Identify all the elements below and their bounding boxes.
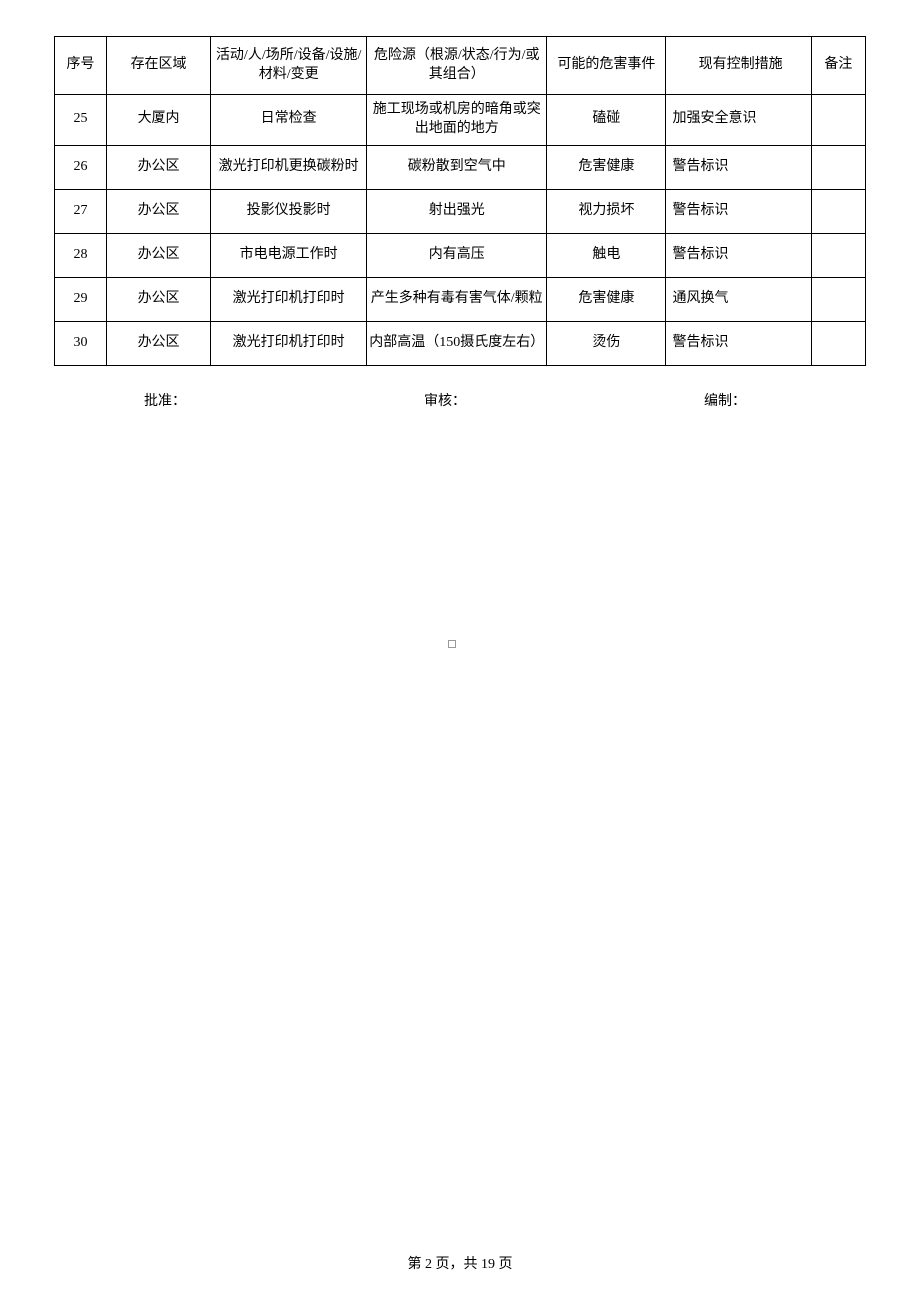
cell-note <box>811 321 865 365</box>
cell-source: 射出强光 <box>367 189 547 233</box>
col-header-activity: 活动/人/场所/设备/设施/材料/变更 <box>211 37 367 95</box>
cell-control: 加强安全意识 <box>666 95 811 146</box>
signature-review: 审核： <box>424 390 704 410</box>
cell-source: 内有高压 <box>367 233 547 277</box>
cell-seq: 30 <box>55 321 107 365</box>
table-row: 28 办公区 市电电源工作时 内有高压 触电 警告标识 <box>55 233 866 277</box>
cell-note <box>811 189 865 233</box>
table-header-row: 序号 存在区域 活动/人/场所/设备/设施/材料/变更 危险源（根源/状态/行为… <box>55 37 866 95</box>
cell-seq: 29 <box>55 277 107 321</box>
cell-activity: 激光打印机打印时 <box>211 277 367 321</box>
cell-event: 磕碰 <box>547 95 666 146</box>
cell-seq: 26 <box>55 145 107 189</box>
signature-compile: 编制： <box>704 390 826 410</box>
col-header-control: 现有控制措施 <box>666 37 811 95</box>
page-footer: 第 2 页，共 19 页 <box>0 1253 920 1273</box>
cell-seq: 27 <box>55 189 107 233</box>
cell-activity: 日常检查 <box>211 95 367 146</box>
cell-area: 大厦内 <box>107 95 211 146</box>
cell-event: 危害健康 <box>547 145 666 189</box>
page-center-mark-icon <box>448 640 456 648</box>
hazard-table: 序号 存在区域 活动/人/场所/设备/设施/材料/变更 危险源（根源/状态/行为… <box>54 36 866 366</box>
cell-area: 办公区 <box>107 233 211 277</box>
cell-area: 办公区 <box>107 277 211 321</box>
cell-note <box>811 233 865 277</box>
col-header-event: 可能的危害事件 <box>547 37 666 95</box>
col-header-area: 存在区域 <box>107 37 211 95</box>
cell-area: 办公区 <box>107 145 211 189</box>
cell-activity: 激光打印机更换碳粉时 <box>211 145 367 189</box>
cell-source: 碳粉散到空气中 <box>367 145 547 189</box>
cell-event: 视力损坏 <box>547 189 666 233</box>
cell-control: 警告标识 <box>666 233 811 277</box>
signature-approve: 批准： <box>144 390 424 410</box>
cell-source: 施工现场或机房的暗角或突出地面的地方 <box>367 95 547 146</box>
page-number: 第 2 页，共 19 页 <box>408 1257 513 1272</box>
table-row: 29 办公区 激光打印机打印时 产生多种有毒有害气体/颗粒 危害健康 通风换气 <box>55 277 866 321</box>
cell-note <box>811 95 865 146</box>
col-header-source: 危险源（根源/状态/行为/或其组合） <box>367 37 547 95</box>
table-row: 26 办公区 激光打印机更换碳粉时 碳粉散到空气中 危害健康 警告标识 <box>55 145 866 189</box>
cell-activity: 市电电源工作时 <box>211 233 367 277</box>
cell-event: 触电 <box>547 233 666 277</box>
col-header-note: 备注 <box>811 37 865 95</box>
cell-event: 危害健康 <box>547 277 666 321</box>
page-content: 序号 存在区域 活动/人/场所/设备/设施/材料/变更 危险源（根源/状态/行为… <box>0 0 920 410</box>
signature-line: 批准： 审核： 编制： <box>54 390 866 410</box>
cell-seq: 28 <box>55 233 107 277</box>
cell-note <box>811 277 865 321</box>
col-header-seq: 序号 <box>55 37 107 95</box>
table-row: 30 办公区 激光打印机打印时 内部高温（150摄氏度左右） 烫伤 警告标识 <box>55 321 866 365</box>
cell-control: 警告标识 <box>666 145 811 189</box>
cell-control: 通风换气 <box>666 277 811 321</box>
cell-source: 产生多种有毒有害气体/颗粒 <box>367 277 547 321</box>
cell-activity: 激光打印机打印时 <box>211 321 367 365</box>
cell-note <box>811 145 865 189</box>
cell-activity: 投影仪投影时 <box>211 189 367 233</box>
cell-seq: 25 <box>55 95 107 146</box>
cell-control: 警告标识 <box>666 189 811 233</box>
cell-area: 办公区 <box>107 189 211 233</box>
table-row: 25 大厦内 日常检查 施工现场或机房的暗角或突出地面的地方 磕碰 加强安全意识 <box>55 95 866 146</box>
cell-source: 内部高温（150摄氏度左右） <box>367 321 547 365</box>
table-row: 27 办公区 投影仪投影时 射出强光 视力损坏 警告标识 <box>55 189 866 233</box>
table-body: 25 大厦内 日常检查 施工现场或机房的暗角或突出地面的地方 磕碰 加强安全意识… <box>55 95 866 366</box>
table-header: 序号 存在区域 活动/人/场所/设备/设施/材料/变更 危险源（根源/状态/行为… <box>55 37 866 95</box>
cell-control: 警告标识 <box>666 321 811 365</box>
cell-area: 办公区 <box>107 321 211 365</box>
cell-event: 烫伤 <box>547 321 666 365</box>
